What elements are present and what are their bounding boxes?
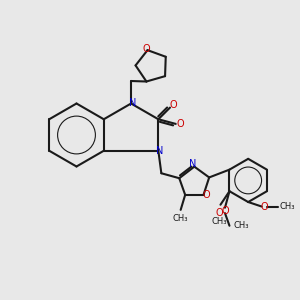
Text: CH₃: CH₃	[173, 214, 188, 224]
Text: CH₃: CH₃	[211, 217, 227, 226]
Text: CH₃: CH₃	[234, 221, 250, 230]
Text: N: N	[156, 146, 164, 156]
Text: O: O	[261, 202, 268, 212]
Text: O: O	[203, 190, 210, 200]
Text: N: N	[189, 159, 197, 169]
Text: O: O	[170, 100, 177, 110]
Text: O: O	[215, 208, 223, 218]
Text: O: O	[176, 119, 184, 129]
Text: O: O	[142, 44, 150, 54]
Text: O: O	[221, 206, 229, 216]
Text: N: N	[129, 98, 136, 109]
Text: CH₃: CH₃	[280, 202, 295, 211]
